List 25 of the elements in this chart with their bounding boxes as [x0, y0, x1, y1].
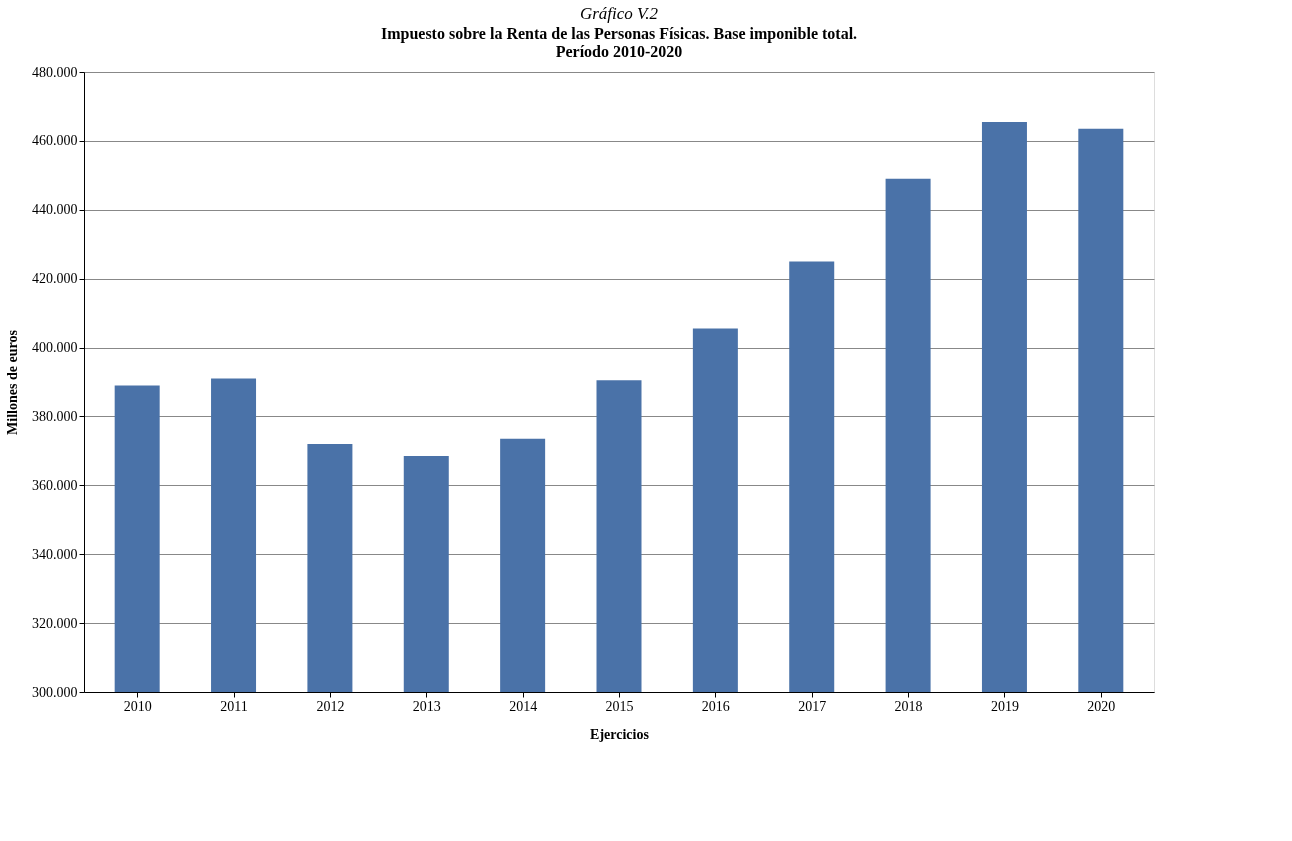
x-tick-label: 2020 — [1087, 698, 1116, 714]
x-tick-label: 2017 — [798, 698, 827, 714]
x-tick-label: 2016 — [701, 698, 730, 714]
y-axis-title: Millones de euros — [5, 329, 20, 435]
y-tick-label: 440.000 — [32, 202, 78, 218]
y-tick-label: 300.000 — [32, 684, 78, 700]
x-tick-label: 2013 — [412, 698, 441, 714]
y-tick-label: 420.000 — [32, 271, 78, 287]
y-tick-label: 340.000 — [32, 546, 78, 562]
x-tick-label: 2018 — [894, 698, 923, 714]
chart-subtitle: Impuesto sobre la Renta de las Personas Físicas. Base imponible total. Período 2010-2020 — [380, 25, 858, 60]
x-tick-label: 2011 — [220, 698, 248, 714]
y-tick-label: 320.000 — [32, 615, 78, 631]
y-tick-label: 480.000 — [32, 64, 78, 80]
x-axis-title: Ejercicios — [590, 726, 650, 742]
x-tick-label: 2010 — [123, 698, 152, 714]
x-tick-label: 2019 — [990, 698, 1019, 714]
chart-title: Gráfico V.2 — [579, 4, 659, 23]
y-tick-label: 460.000 — [32, 133, 78, 149]
x-tick-label: 2015 — [605, 698, 634, 714]
y-tick-label: 380.000 — [32, 408, 78, 424]
y-tick-label: 400.000 — [32, 340, 78, 356]
y-tick-label: 360.000 — [32, 477, 78, 493]
x-tick-label: 2012 — [316, 698, 345, 714]
x-tick-label: 2014 — [509, 698, 538, 714]
